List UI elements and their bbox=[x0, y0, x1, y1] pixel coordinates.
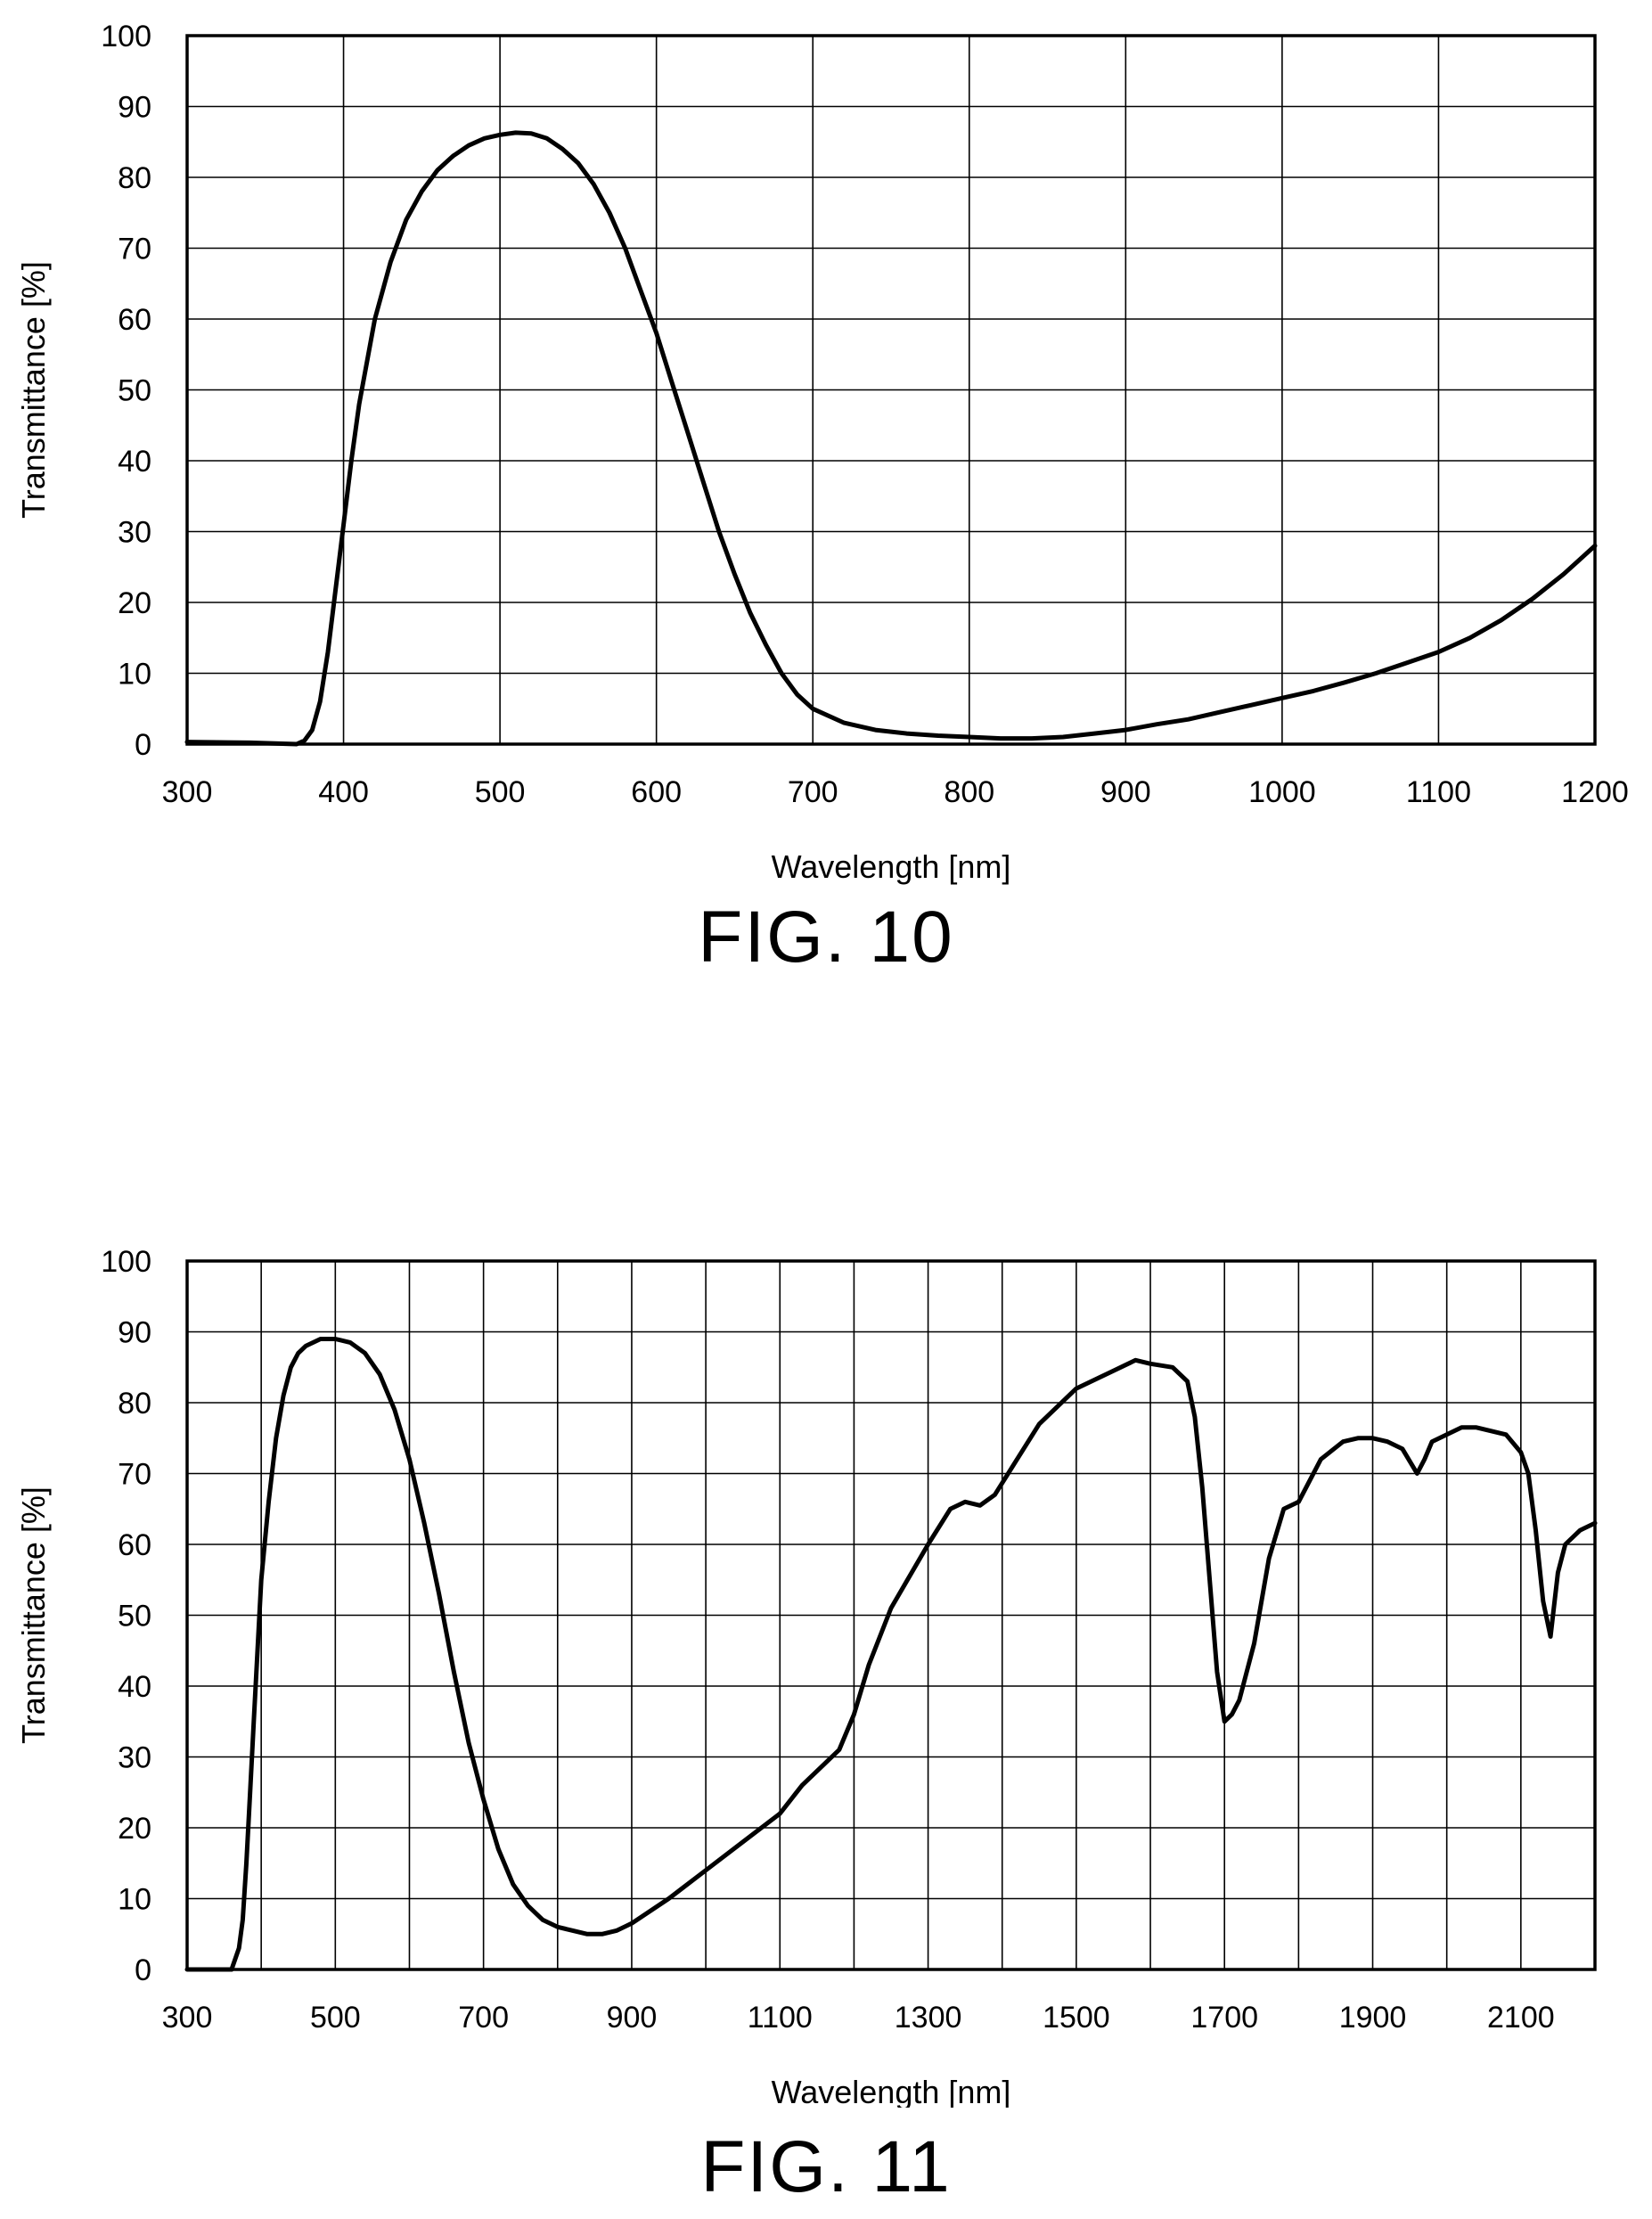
plot-frame bbox=[185, 1259, 1597, 1971]
x-tick-label: 1700 bbox=[1190, 2001, 1258, 2035]
y-tick-label: 10 bbox=[118, 658, 151, 692]
x-tick-label: 900 bbox=[607, 2001, 658, 2035]
x-tick-label: 700 bbox=[458, 2001, 509, 2035]
y-tick-label: 50 bbox=[118, 1600, 151, 1634]
y-tick-label: 90 bbox=[118, 1316, 151, 1350]
x-axis-label: Wavelength [nm] bbox=[772, 2074, 1011, 2108]
y-tick-label: 20 bbox=[118, 586, 151, 620]
x-tick-label: 1500 bbox=[1043, 2001, 1110, 2035]
y-tick-label: 100 bbox=[101, 20, 151, 53]
x-tick-label: 800 bbox=[944, 775, 994, 809]
figure-label: FIG. 11 bbox=[700, 2126, 952, 2207]
y-tick-label: 50 bbox=[118, 374, 151, 408]
y-tick-label: 80 bbox=[118, 1387, 151, 1421]
x-tick-label: 1900 bbox=[1339, 2001, 1407, 2035]
y-tick-label: 70 bbox=[118, 1458, 151, 1492]
transmittance-series-line bbox=[184, 1337, 1598, 1972]
x-tick-label: 1200 bbox=[1561, 775, 1629, 809]
x-tick-label: 1100 bbox=[1406, 775, 1471, 809]
y-tick-label: 30 bbox=[118, 1741, 151, 1775]
y-tick-label: 0 bbox=[135, 728, 151, 762]
x-tick-label: 900 bbox=[1100, 775, 1151, 809]
transmittance-series-line bbox=[184, 130, 1598, 747]
figure-11: 0 10 20 30 40 50 60 70 80 90 100 300 500 700 900 1100 13… bbox=[0, 1110, 1652, 2219]
transmittance-chart-fig10: 0 10 20 30 40 50 60 70 80 90 100 300 400 500 600 700 800… bbox=[15, 20, 1629, 885]
x-tick-label: 500 bbox=[475, 775, 526, 809]
y-tick-label: 20 bbox=[118, 1812, 151, 1846]
x-tick-label: 300 bbox=[162, 2001, 213, 2035]
x-tick-label: 2100 bbox=[1487, 2001, 1555, 2035]
x-tick-label: 400 bbox=[318, 775, 369, 809]
x-tick-label: 1300 bbox=[895, 2001, 962, 2035]
y-tick-label: 40 bbox=[118, 1670, 151, 1704]
y-tick-label: 0 bbox=[135, 1953, 151, 1987]
y-tick-label: 60 bbox=[118, 1528, 151, 1562]
y-tick-label: 80 bbox=[118, 161, 151, 195]
x-tick-label: 500 bbox=[310, 2001, 361, 2035]
y-axis-label: Transmittance [%] bbox=[15, 1486, 52, 1744]
x-tick-label: 1100 bbox=[748, 2001, 813, 2035]
y-tick-label: 100 bbox=[101, 1245, 151, 1279]
y-tick-label: 10 bbox=[118, 1883, 151, 1917]
figure-label: FIG. 10 bbox=[698, 897, 954, 978]
x-tick-label: 700 bbox=[788, 775, 838, 809]
x-axis-label: Wavelength [nm] bbox=[772, 848, 1011, 885]
x-tick-label: 1000 bbox=[1248, 775, 1316, 809]
y-tick-label: 70 bbox=[118, 233, 151, 266]
y-tick-label: 60 bbox=[118, 303, 151, 337]
transmittance-chart-fig11: 0 10 20 30 40 50 60 70 80 90 100 300 500 700 900 1100 13… bbox=[15, 1245, 1598, 2108]
x-tick-label: 600 bbox=[631, 775, 682, 809]
y-tick-label: 40 bbox=[118, 445, 151, 479]
y-axis-label: Transmittance [%] bbox=[15, 261, 52, 519]
y-tick-label: 30 bbox=[118, 516, 151, 550]
plot-frame bbox=[185, 34, 1597, 746]
x-tick-label: 300 bbox=[162, 775, 213, 809]
y-tick-label: 90 bbox=[118, 91, 151, 125]
figure-10: 0 10 20 30 40 50 60 70 80 90 100 300 400 500 600 700 800… bbox=[15, 20, 1629, 978]
